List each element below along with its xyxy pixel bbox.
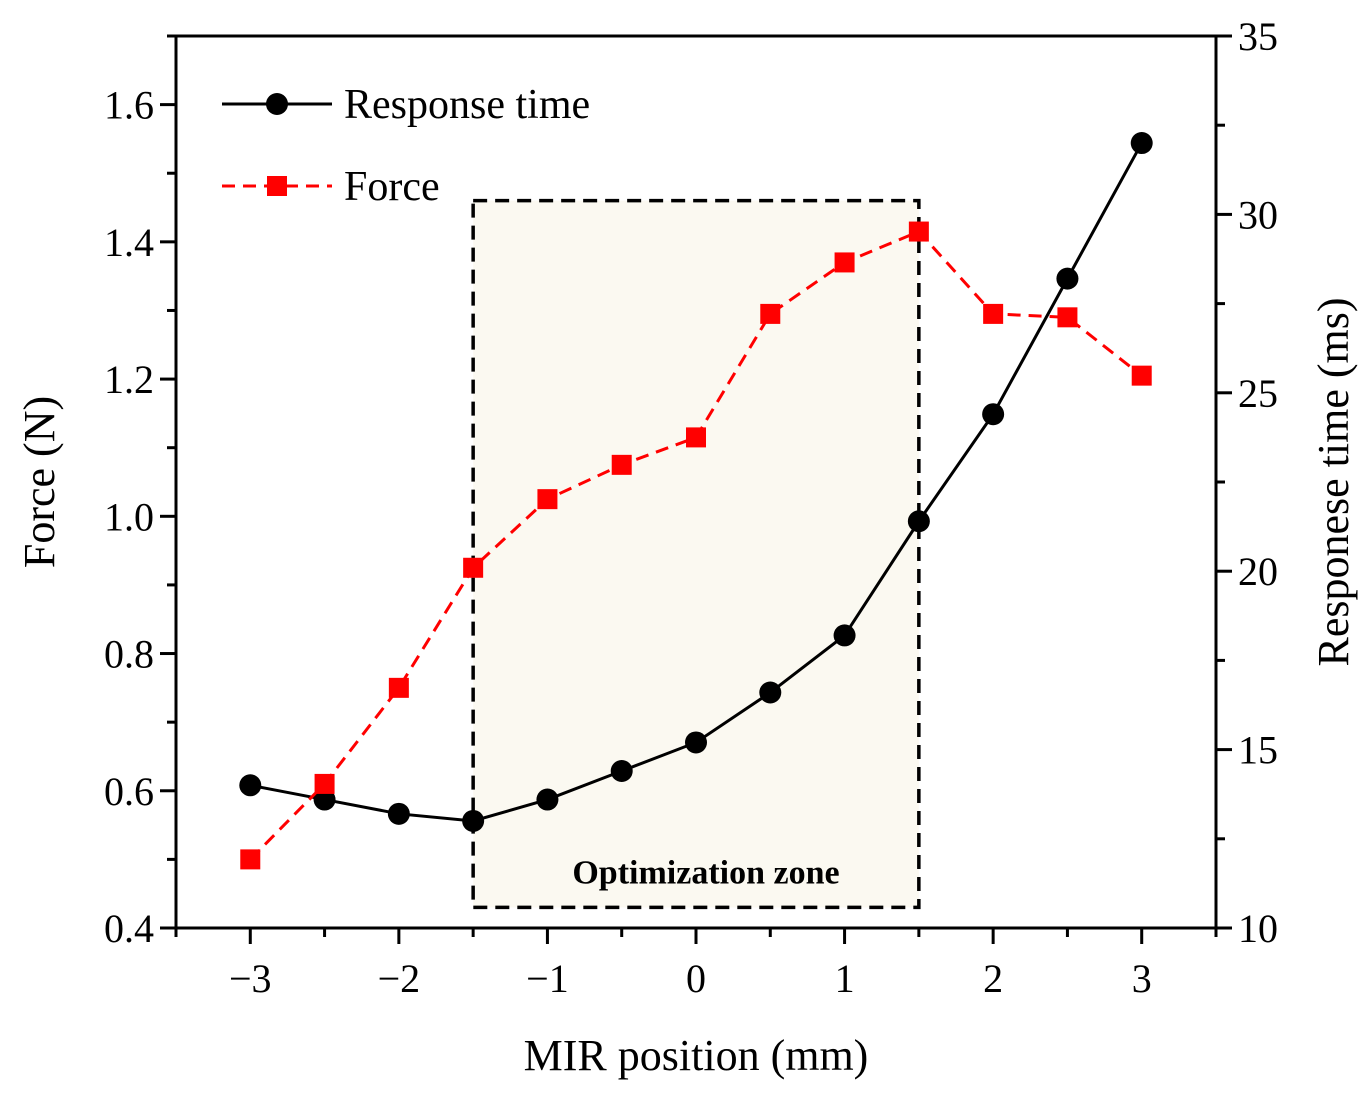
data-point xyxy=(1130,132,1153,155)
data-point xyxy=(536,788,559,811)
x-tick-label: 0 xyxy=(686,956,706,1001)
data-point xyxy=(983,303,1004,324)
data-point xyxy=(833,624,856,647)
data-point xyxy=(982,403,1005,426)
y-right-tick-label: 15 xyxy=(1238,728,1278,773)
y-right-tick-label: 10 xyxy=(1238,906,1278,951)
data-point xyxy=(610,760,633,783)
data-point xyxy=(760,303,781,324)
y-left-axis-title: Force (N) xyxy=(15,396,64,568)
x-axis-title: MIR position (mm) xyxy=(524,1031,869,1080)
data-point xyxy=(388,677,409,698)
data-point xyxy=(313,788,336,811)
data-point xyxy=(611,454,632,475)
data-point xyxy=(314,773,335,794)
legend-item: Response time xyxy=(222,82,590,128)
x-tick-label: 1 xyxy=(835,956,855,1001)
y-left-tick-label: 0.4 xyxy=(104,906,154,951)
legend-item: Force xyxy=(222,164,440,210)
y-left-tick-label: 1.0 xyxy=(104,494,154,539)
data-point xyxy=(907,510,930,533)
legend-label: Response time xyxy=(344,82,590,128)
y-right-tick-label: 25 xyxy=(1238,371,1278,416)
data-point xyxy=(908,221,929,242)
y-right-tick-label: 20 xyxy=(1238,549,1278,594)
x-tick-label: 3 xyxy=(1132,956,1152,1001)
data-point xyxy=(759,681,782,704)
y-left-tick-label: 1.2 xyxy=(104,357,154,402)
x-tick-label: −1 xyxy=(526,956,569,1001)
series-force xyxy=(240,221,1152,870)
legend-marker xyxy=(267,176,287,196)
y-right-tick-label: 30 xyxy=(1238,192,1278,237)
x-tick-label: −3 xyxy=(229,956,272,1001)
series-response-time xyxy=(239,132,1153,832)
data-point xyxy=(1056,267,1079,290)
y-left-tick-label: 0.6 xyxy=(104,769,154,814)
data-point xyxy=(463,557,484,578)
data-point xyxy=(685,731,707,754)
y-right-tick-label: 35 xyxy=(1238,14,1278,59)
optimization-zone-label: Optimization zone xyxy=(572,854,839,891)
series xyxy=(239,132,1153,870)
y-left-tick-label: 0.8 xyxy=(104,632,154,677)
data-point xyxy=(240,849,261,870)
data-point xyxy=(239,774,262,797)
data-point xyxy=(387,802,410,825)
x-tick-label: 2 xyxy=(983,956,1003,1001)
data-point xyxy=(537,489,558,510)
y-left-tick-label: 1.6 xyxy=(104,83,154,128)
data-point xyxy=(1057,307,1078,328)
axes: −3 −2 −1 0 1 2 3 0.4 0.6 0.8 1.0 1.2 1.4 1.6 10 15 20 25 3… xyxy=(15,14,1358,1080)
legend: Response time Force xyxy=(222,82,590,210)
legend-label: Force xyxy=(344,164,440,210)
data-point xyxy=(1131,365,1152,386)
data-point xyxy=(462,809,485,832)
y-right-axis-title: Responese time (ms) xyxy=(1309,297,1358,666)
data-point xyxy=(834,252,855,273)
data-point xyxy=(686,427,706,448)
legend-marker xyxy=(266,93,288,115)
y-left-tick-label: 1.4 xyxy=(104,220,154,265)
x-tick-label: −2 xyxy=(378,956,421,1001)
